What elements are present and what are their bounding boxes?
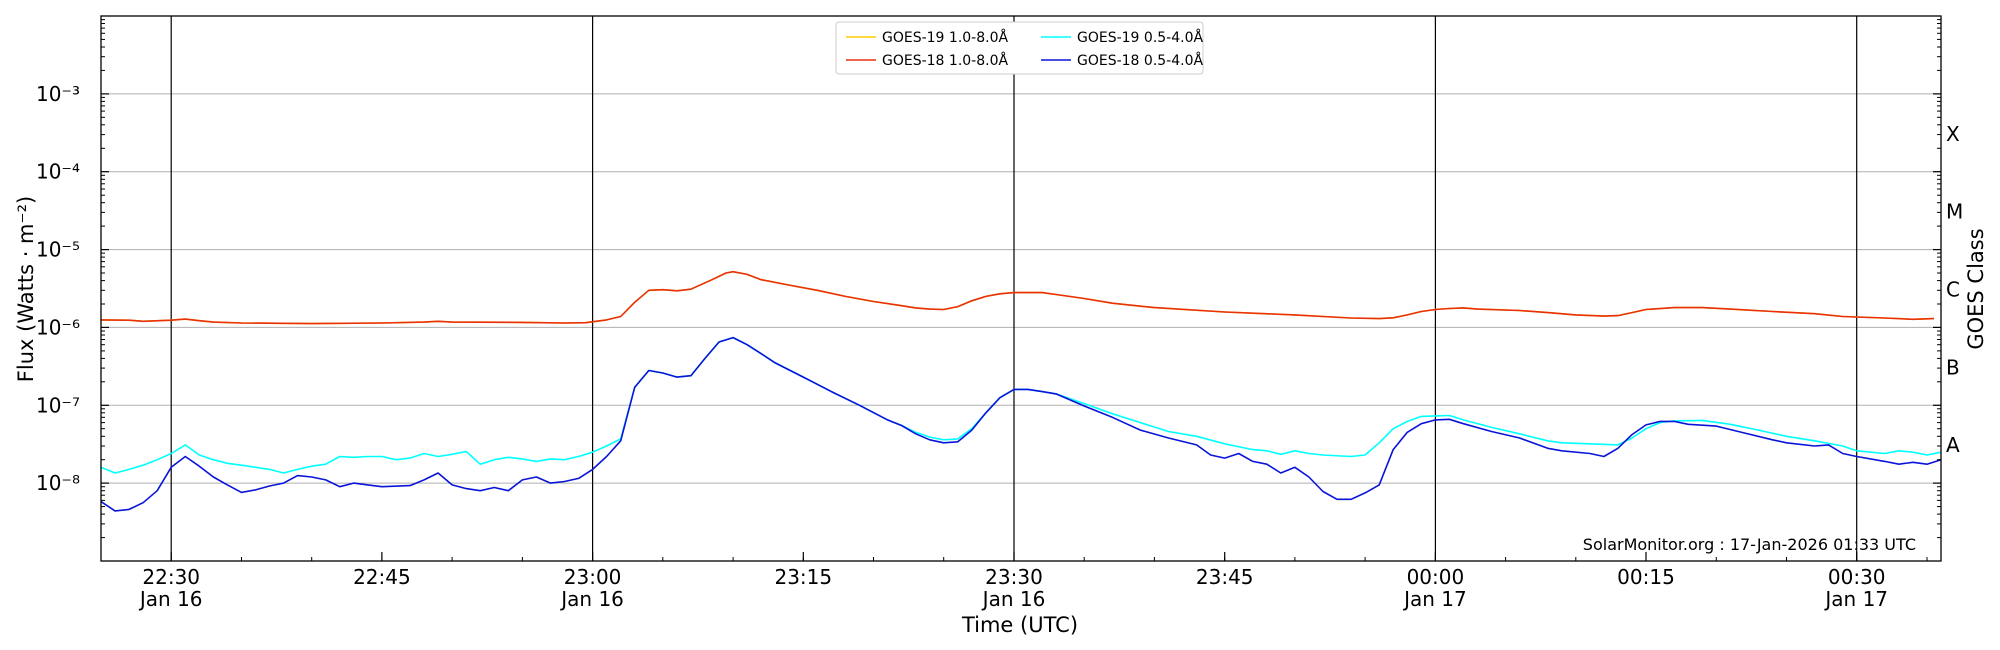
series-line-3 [100, 336, 1942, 512]
x-tick-time-2: 23:00 [564, 565, 622, 589]
goes-class-labels: A B C M X [1946, 122, 1963, 457]
y-axis-ticks: 10⁻⁸ 10⁻⁷ 10⁻⁶ 10⁻⁵ 10⁻⁴ 10⁻³ [36, 19, 1941, 539]
x-tick-time-4: 23:30 [985, 565, 1043, 589]
x-tick-date-8: Jan 17 [1823, 587, 1888, 611]
x-tick-time-0: 22:30 [142, 565, 200, 589]
legend: GOES-19 1.0-8.0Å GOES-18 1.0-8.0Å GOES-19 … [835, 21, 1204, 75]
plot-frame [100, 15, 1942, 562]
x-tick-date-4: Jan 16 [981, 587, 1046, 611]
x-tick-date-6: Jan 17 [1402, 587, 1467, 611]
grid-lines [101, 93, 1941, 484]
x-tick-date-2: Jan 16 [559, 587, 624, 611]
x-axis-label: Time (UTC) [961, 613, 1078, 637]
goes-class-M: M [1946, 200, 1963, 224]
x-tick-time-3: 23:15 [774, 565, 832, 589]
goes-class-A: A [1946, 433, 1960, 457]
legend-frame [835, 21, 1204, 75]
y-tick-label-4: 10⁻⁴ [36, 160, 80, 184]
series-line-1 [100, 270, 1935, 325]
y-tick-label-0: 10⁻⁸ [36, 471, 80, 495]
y-tick-label-1: 10⁻⁷ [36, 393, 80, 417]
x-tick-time-6: 00:00 [1407, 565, 1465, 589]
x-tick-time-7: 00:15 [1617, 565, 1675, 589]
x-tick-time-5: 23:45 [1196, 565, 1254, 589]
y-tick-label-5: 10⁻³ [36, 82, 80, 106]
goes-class-B: B [1946, 355, 1960, 379]
day-boundary-lines [170, 16, 1858, 561]
legend-label-2: GOES-19 0.5-4.0Å [1077, 29, 1203, 46]
legend-label-0: GOES-19 1.0-8.0Å [882, 29, 1008, 46]
credit-text: SolarMonitor.org : 17-Jan-2026 01:33 UTC [1583, 535, 1916, 554]
series-group [100, 270, 1942, 512]
right-axis-label: GOES Class [1964, 228, 1988, 349]
y-tick-label-2: 10⁻⁶ [36, 315, 80, 339]
y-tick-label-3: 10⁻⁵ [36, 238, 80, 262]
goes-class-X: X [1946, 122, 1960, 146]
legend-label-1: GOES-18 1.0-8.0Å [882, 52, 1008, 69]
goes-class-C: C [1946, 278, 1960, 302]
x-tick-date-0: Jan 16 [138, 587, 203, 611]
legend-label-3: GOES-18 0.5-4.0Å [1077, 52, 1203, 69]
x-tick-time-1: 22:45 [353, 565, 411, 589]
y-axis-label: Flux (Watts · m⁻²) [14, 196, 38, 382]
x-tick-time-8: 00:30 [1828, 565, 1886, 589]
